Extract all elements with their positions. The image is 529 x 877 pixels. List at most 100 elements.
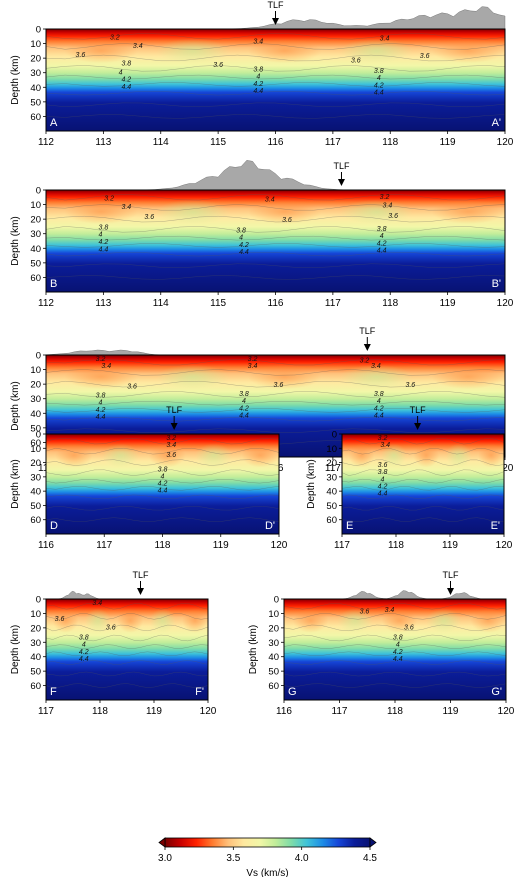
fault-marker-arrow <box>414 423 422 430</box>
colorbar-title: Vs (km/s) <box>246 868 288 877</box>
panel-frame <box>341 433 505 535</box>
contour-label: 3.4 <box>385 607 395 614</box>
contour-label: 4.2 <box>158 481 168 488</box>
fault-marker-label: TLF <box>410 405 427 415</box>
profile-start-label: B <box>50 278 57 290</box>
contour-label: 3.6 <box>282 217 292 224</box>
y-tick-label: 0 <box>36 430 41 441</box>
x-tick-label: 120 <box>497 137 514 148</box>
contour-label: 3.2 <box>166 435 176 442</box>
contour-label: 3.4 <box>253 39 263 46</box>
fault-marker-arrow <box>137 588 144 595</box>
y-tick-label: 20 <box>30 623 41 634</box>
y-tick-label: 20 <box>30 458 41 469</box>
x-tick-label: 117 <box>325 463 341 474</box>
y-tick-label: 40 <box>30 652 41 663</box>
contour-label: 3.8 <box>121 61 131 68</box>
y-tick-label: 40 <box>30 487 41 498</box>
contour-label: 4 <box>119 69 123 76</box>
y-tick-label: 0 <box>274 595 279 606</box>
contour-label: 4.2 <box>239 405 249 412</box>
x-tick-label: 120 <box>497 463 514 474</box>
x-tick-label: 116 <box>268 137 284 148</box>
velocity-field <box>342 434 504 534</box>
contour-label: 4 <box>396 642 400 649</box>
y-tick-label: 20 <box>268 623 279 634</box>
y-tick-label: 30 <box>30 638 41 649</box>
contour-label: 4.2 <box>377 240 387 247</box>
colorbar-tick-label: 3.0 <box>158 853 172 864</box>
velocity-field <box>46 29 505 131</box>
contour-label: 3.4 <box>248 363 258 370</box>
contour-label: 4.2 <box>378 483 388 490</box>
x-tick-label: 118 <box>382 298 398 309</box>
y-tick-label: 10 <box>30 609 41 620</box>
contour-label: 3.6 <box>55 616 65 623</box>
y-tick-label: 40 <box>30 244 41 255</box>
contour-label: 3.6 <box>274 382 284 389</box>
y-tick-label: 50 <box>326 501 337 512</box>
profile-end-label: G' <box>491 686 502 698</box>
x-tick-label: 119 <box>440 298 456 309</box>
topography <box>46 160 505 191</box>
contour-label: 4.4 <box>253 88 263 95</box>
contour-label: 4.2 <box>79 649 89 656</box>
y-tick-label: 50 <box>30 423 41 434</box>
x-tick-label: 112 <box>38 298 54 309</box>
contour-label: 3.8 <box>96 392 106 399</box>
y-tick-label: 0 <box>36 351 41 362</box>
velocity-field <box>46 434 279 534</box>
y-tick-label: 0 <box>36 186 41 197</box>
fault-marker-arrow <box>363 344 371 351</box>
profile-start-label: A <box>50 117 58 129</box>
contour-label: 4.2 <box>96 407 106 414</box>
x-tick-label: 118 <box>387 706 403 717</box>
x-tick-label: 118 <box>92 706 108 717</box>
fault-marker-arrow <box>170 423 178 430</box>
panel-a: 3.23.43.63.43.63.63.43.63.844.24.43.844.… <box>10 0 514 148</box>
contour-label: 3.6 <box>420 53 430 60</box>
y-tick-label: 40 <box>326 487 337 498</box>
y-tick-label: 10 <box>326 444 337 455</box>
contour-label: 4.4 <box>239 413 249 420</box>
contour-label: 4 <box>256 74 260 81</box>
contour-label: 3.6 <box>106 624 116 631</box>
contour-label: 4.2 <box>374 82 384 89</box>
profile-start-label: F <box>50 686 57 698</box>
x-tick-label: 117 <box>325 298 341 309</box>
x-tick-label: 119 <box>146 706 162 717</box>
contour-label: 4.4 <box>239 249 249 256</box>
topography <box>46 590 208 600</box>
y-tick-label: 20 <box>30 54 41 65</box>
contour-label: 3.6 <box>360 609 370 616</box>
x-tick-label: 115 <box>210 137 226 148</box>
contour-label: 3.4 <box>371 363 381 370</box>
contour-label: 4 <box>377 398 381 405</box>
contour-label: 3.8 <box>393 635 403 642</box>
fault-marker-label: TLF <box>166 405 183 415</box>
y-axis-label: Depth (km) <box>10 216 21 265</box>
y-axis-label: Depth (km) <box>10 55 21 104</box>
contour-label: 3.8 <box>236 227 246 234</box>
contour-label: 3.8 <box>374 68 384 75</box>
y-tick-label: 30 <box>30 394 41 405</box>
y-tick-label: 40 <box>268 652 279 663</box>
contour-label: 4 <box>161 473 165 480</box>
contour-label: 3.4 <box>380 442 390 449</box>
contour-label: 3.4 <box>101 363 111 370</box>
contour-label: 3.4 <box>383 203 393 210</box>
y-tick-label: 10 <box>30 444 41 455</box>
contour-label: 3.6 <box>378 462 388 469</box>
fault-marker-label: TLF <box>442 570 459 580</box>
fault-marker-arrow <box>337 179 345 186</box>
contour-label: 4 <box>239 235 243 242</box>
fault-marker-arrow <box>447 588 454 595</box>
x-tick-label: 120 <box>271 540 288 551</box>
contour-label: 3.2 <box>104 195 114 202</box>
y-tick-label: 20 <box>30 380 41 391</box>
contour-label: 4 <box>377 75 381 82</box>
contour-label: 3.6 <box>127 384 137 391</box>
contour-label: 3.8 <box>158 466 168 473</box>
profile-end-label: B' <box>492 278 501 290</box>
